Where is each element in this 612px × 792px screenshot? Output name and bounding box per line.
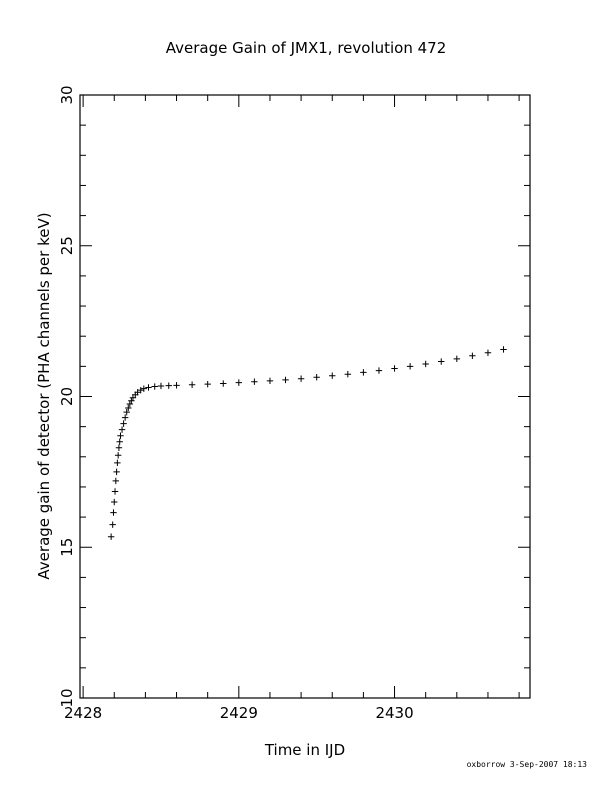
y-axis-label: Average gain of detector (PHA channels p…	[35, 212, 53, 579]
data-point	[469, 352, 476, 359]
data-point	[500, 346, 507, 353]
data-point	[165, 382, 172, 389]
data-point	[391, 365, 398, 372]
x-tick-label: 2430	[375, 704, 413, 722]
data-point	[121, 414, 129, 421]
y-tick-label: 10	[58, 688, 76, 707]
footer-credit: oxborrow 3-Sep-2007 18:13	[467, 760, 588, 769]
data-point	[282, 376, 289, 384]
data-point	[117, 432, 124, 439]
y-tick-label: 15	[58, 538, 76, 557]
data-point	[220, 380, 227, 387]
data-point	[111, 488, 119, 495]
data-point	[109, 521, 116, 528]
data-point	[360, 369, 367, 376]
data-point	[204, 380, 211, 388]
data-point	[114, 459, 121, 467]
data-point	[297, 375, 305, 382]
data-point	[151, 383, 158, 390]
data-point	[114, 452, 122, 459]
plot-area: 10 15 20 25 30 2428 2429 2430	[58, 85, 531, 722]
data-point	[115, 444, 123, 451]
data-point	[422, 360, 429, 368]
data-point	[344, 370, 352, 378]
data-point	[235, 379, 243, 386]
data-point	[123, 408, 130, 416]
data-point	[484, 349, 492, 356]
plot-frame	[79, 94, 531, 699]
data-point	[107, 533, 115, 540]
data-point	[112, 477, 120, 485]
data-point	[406, 363, 414, 370]
data-point	[157, 382, 165, 390]
data-point	[110, 509, 117, 516]
data-point	[173, 382, 180, 389]
data-point	[453, 355, 461, 363]
data-point	[126, 400, 134, 408]
data-point	[313, 374, 320, 381]
y-tick-label: 30	[58, 85, 76, 104]
chart-title: Average Gain of JMX1, revolution 472	[166, 39, 447, 57]
data-point	[438, 358, 445, 365]
y-tick-label: 20	[58, 387, 76, 406]
data-point	[118, 426, 126, 433]
data-point	[140, 385, 148, 392]
data-point	[125, 404, 132, 412]
x-tick-label: 2428	[64, 704, 102, 722]
data-point	[120, 420, 127, 427]
data-point	[128, 397, 135, 404]
data-point	[145, 384, 152, 391]
data-point	[111, 498, 118, 506]
data-point	[375, 367, 383, 374]
data-point	[188, 381, 196, 388]
data-point	[329, 372, 336, 379]
x-tick-label: 2429	[220, 704, 258, 722]
y-tick-label: 25	[58, 236, 76, 255]
data-point	[137, 386, 144, 394]
data-point	[113, 468, 120, 476]
data-point	[116, 438, 123, 445]
x-axis-label: Time in IJD	[264, 741, 345, 759]
data-point	[251, 378, 258, 385]
data-series	[107, 346, 507, 540]
data-point	[266, 377, 274, 385]
axis-ticks	[80, 94, 530, 699]
axis-tick-labels: 10 15 20 25 30 2428 2429 2430	[58, 85, 414, 722]
